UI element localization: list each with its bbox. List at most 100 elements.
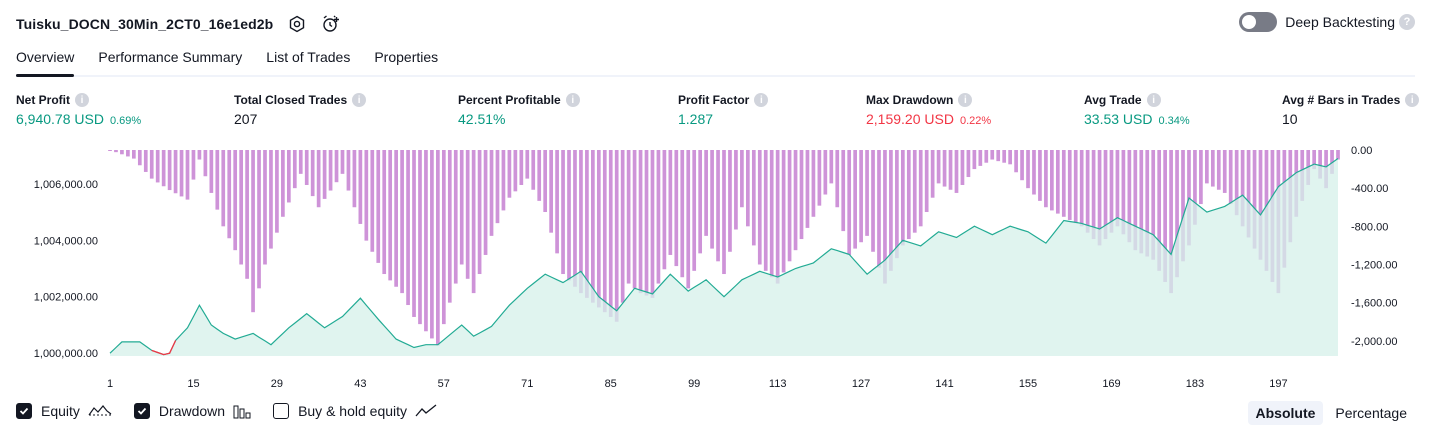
drawdown-bar [710,150,714,249]
drawdown-bar [1216,150,1221,190]
drawdown-bar [972,150,977,170]
drawdown-bar [626,150,631,284]
drawdown-bar [674,150,679,267]
drawdown-bar [513,150,518,192]
drawdown-bar [751,150,756,246]
drawdown-bar [996,150,1001,162]
drawdown-bar [585,150,589,298]
drawdown-bar [1115,150,1120,227]
equity-checkbox[interactable] [16,403,32,419]
avg-bars-info-icon[interactable]: i [1405,93,1420,107]
drawdown-bar [1002,150,1007,163]
tab-overview[interactable]: Overview [16,44,75,77]
drawdown-bar [620,150,625,303]
drawdown-bar [1133,150,1138,251]
drawdown-bar [483,150,488,255]
drawdown-bar [1312,150,1317,170]
drawdown-bar [269,150,273,249]
drawdown-bar [430,150,434,339]
drawdown-bar [847,150,852,255]
tab-list-of-trades[interactable]: List of Trades [266,49,351,65]
profit-factor-info-icon[interactable]: i [754,93,769,107]
drawdown-bar [495,150,500,224]
left-axis-tick-label: 1,006,000.00 [34,179,98,191]
drawdown-bar [924,150,929,213]
drawdown-bar [251,150,255,313]
drawdown-bar [1228,150,1233,205]
drawdown-bar [179,150,184,197]
buy-hold-checkbox[interactable] [273,403,290,419]
net-profit-info-icon[interactable]: i [75,93,89,107]
drawdown-bar [1044,150,1048,208]
drawdown-bar [275,150,279,233]
drawdown-bar [424,150,428,332]
drawdown-bar [1139,150,1144,254]
drawdown-bar [263,150,267,265]
drawdown-bar [1067,150,1072,220]
total-closed-trades-info-icon[interactable]: i [352,93,367,107]
drawdown-bar [1079,150,1084,227]
drawdown-bar [602,150,607,313]
add-alert-icon[interactable] [321,14,341,34]
drawdown-bar [1181,150,1185,262]
drawdown-bar [1038,150,1042,201]
legend-buy-hold[interactable]: Buy & hold equity [273,403,437,419]
drawdown-checkbox[interactable] [133,403,150,419]
drawdown-bar [811,150,816,217]
legend-equity[interactable]: Equity [16,403,112,419]
settings-gear-icon[interactable] [287,14,307,34]
drawdown-bar [346,150,351,191]
drawdown-bar [197,150,202,160]
x-axis-tick-label: 155 [1019,378,1037,390]
drawdown-bar [823,150,828,195]
total-closed-trades-label: Total Closed Trades [234,93,348,107]
report-tabs: Overview Performance Summary List of Tra… [16,44,1415,77]
right-axis-tick-label: -2,000.00 [1351,336,1397,348]
net-profit-pct: 0.69% [109,115,142,127]
drawdown-bar [281,150,285,217]
drawdown-bar [191,150,196,180]
drawdown-bar [895,150,899,259]
drawdown-bar [1318,150,1322,179]
x-axis-tick-label: 141 [935,378,953,390]
drawdown-bar [906,150,911,240]
drawdown-bar [1199,150,1203,205]
drawdown-bar [567,150,571,281]
drawdown-bar [436,150,440,346]
drawdown-bar [120,150,124,155]
drawdown-bar [650,150,655,298]
deep-backtesting-help-icon[interactable]: ? [1399,14,1415,30]
drawdown-bar [400,150,404,294]
drawdown-bar [465,150,470,279]
metric-avg-bars: Avg # Bars in Trades i 10 [1282,93,1420,127]
drawdown-bar [167,150,172,191]
drawdown-bar [233,150,238,251]
drawdown-bar [859,150,863,243]
drawdown-bar [990,150,995,160]
x-axis-tick-label: 43 [354,378,366,390]
percent-profitable-info-icon[interactable]: i [565,93,580,107]
tab-properties[interactable]: Properties [374,49,439,65]
deep-backtesting: Deep Backtesting ? [1239,12,1415,32]
mode-absolute-button[interactable]: Absolute [1247,401,1324,425]
drawdown-bar [1103,150,1108,240]
avg-trade-info-icon[interactable]: i [1146,93,1161,107]
drawdown-bar [787,150,792,262]
tab-performance-summary[interactable]: Performance Summary [98,49,243,65]
drawdown-bar [292,150,297,189]
strategy-header: Tuisku_DOCN_30Min_2CT0_16e1ed2b [16,12,341,36]
legend-drawdown[interactable]: Drawdown [133,403,251,419]
deep-backtesting-toggle[interactable] [1239,12,1278,32]
max-drawdown-value: 2,159.20 USD [866,111,954,127]
drawdown-bar [686,150,691,289]
drawdown-bar [728,150,732,252]
buy-hold-line-icon [415,403,437,419]
drawdown-bar [918,150,923,227]
equity-drawdown-chart[interactable]: 1,006,000.00 1,004,000.00 1,002,000.00 1,00… [0,140,1431,395]
drawdown-bar [865,150,869,236]
mode-percentage-button[interactable]: Percentage [1335,405,1407,421]
metric-net-profit: Net Profit i 6,940.78 USD 0.69% [16,93,141,127]
drawdown-bar [746,150,750,227]
max-drawdown-info-icon[interactable]: i [958,93,973,107]
drawdown-bar [740,150,744,208]
